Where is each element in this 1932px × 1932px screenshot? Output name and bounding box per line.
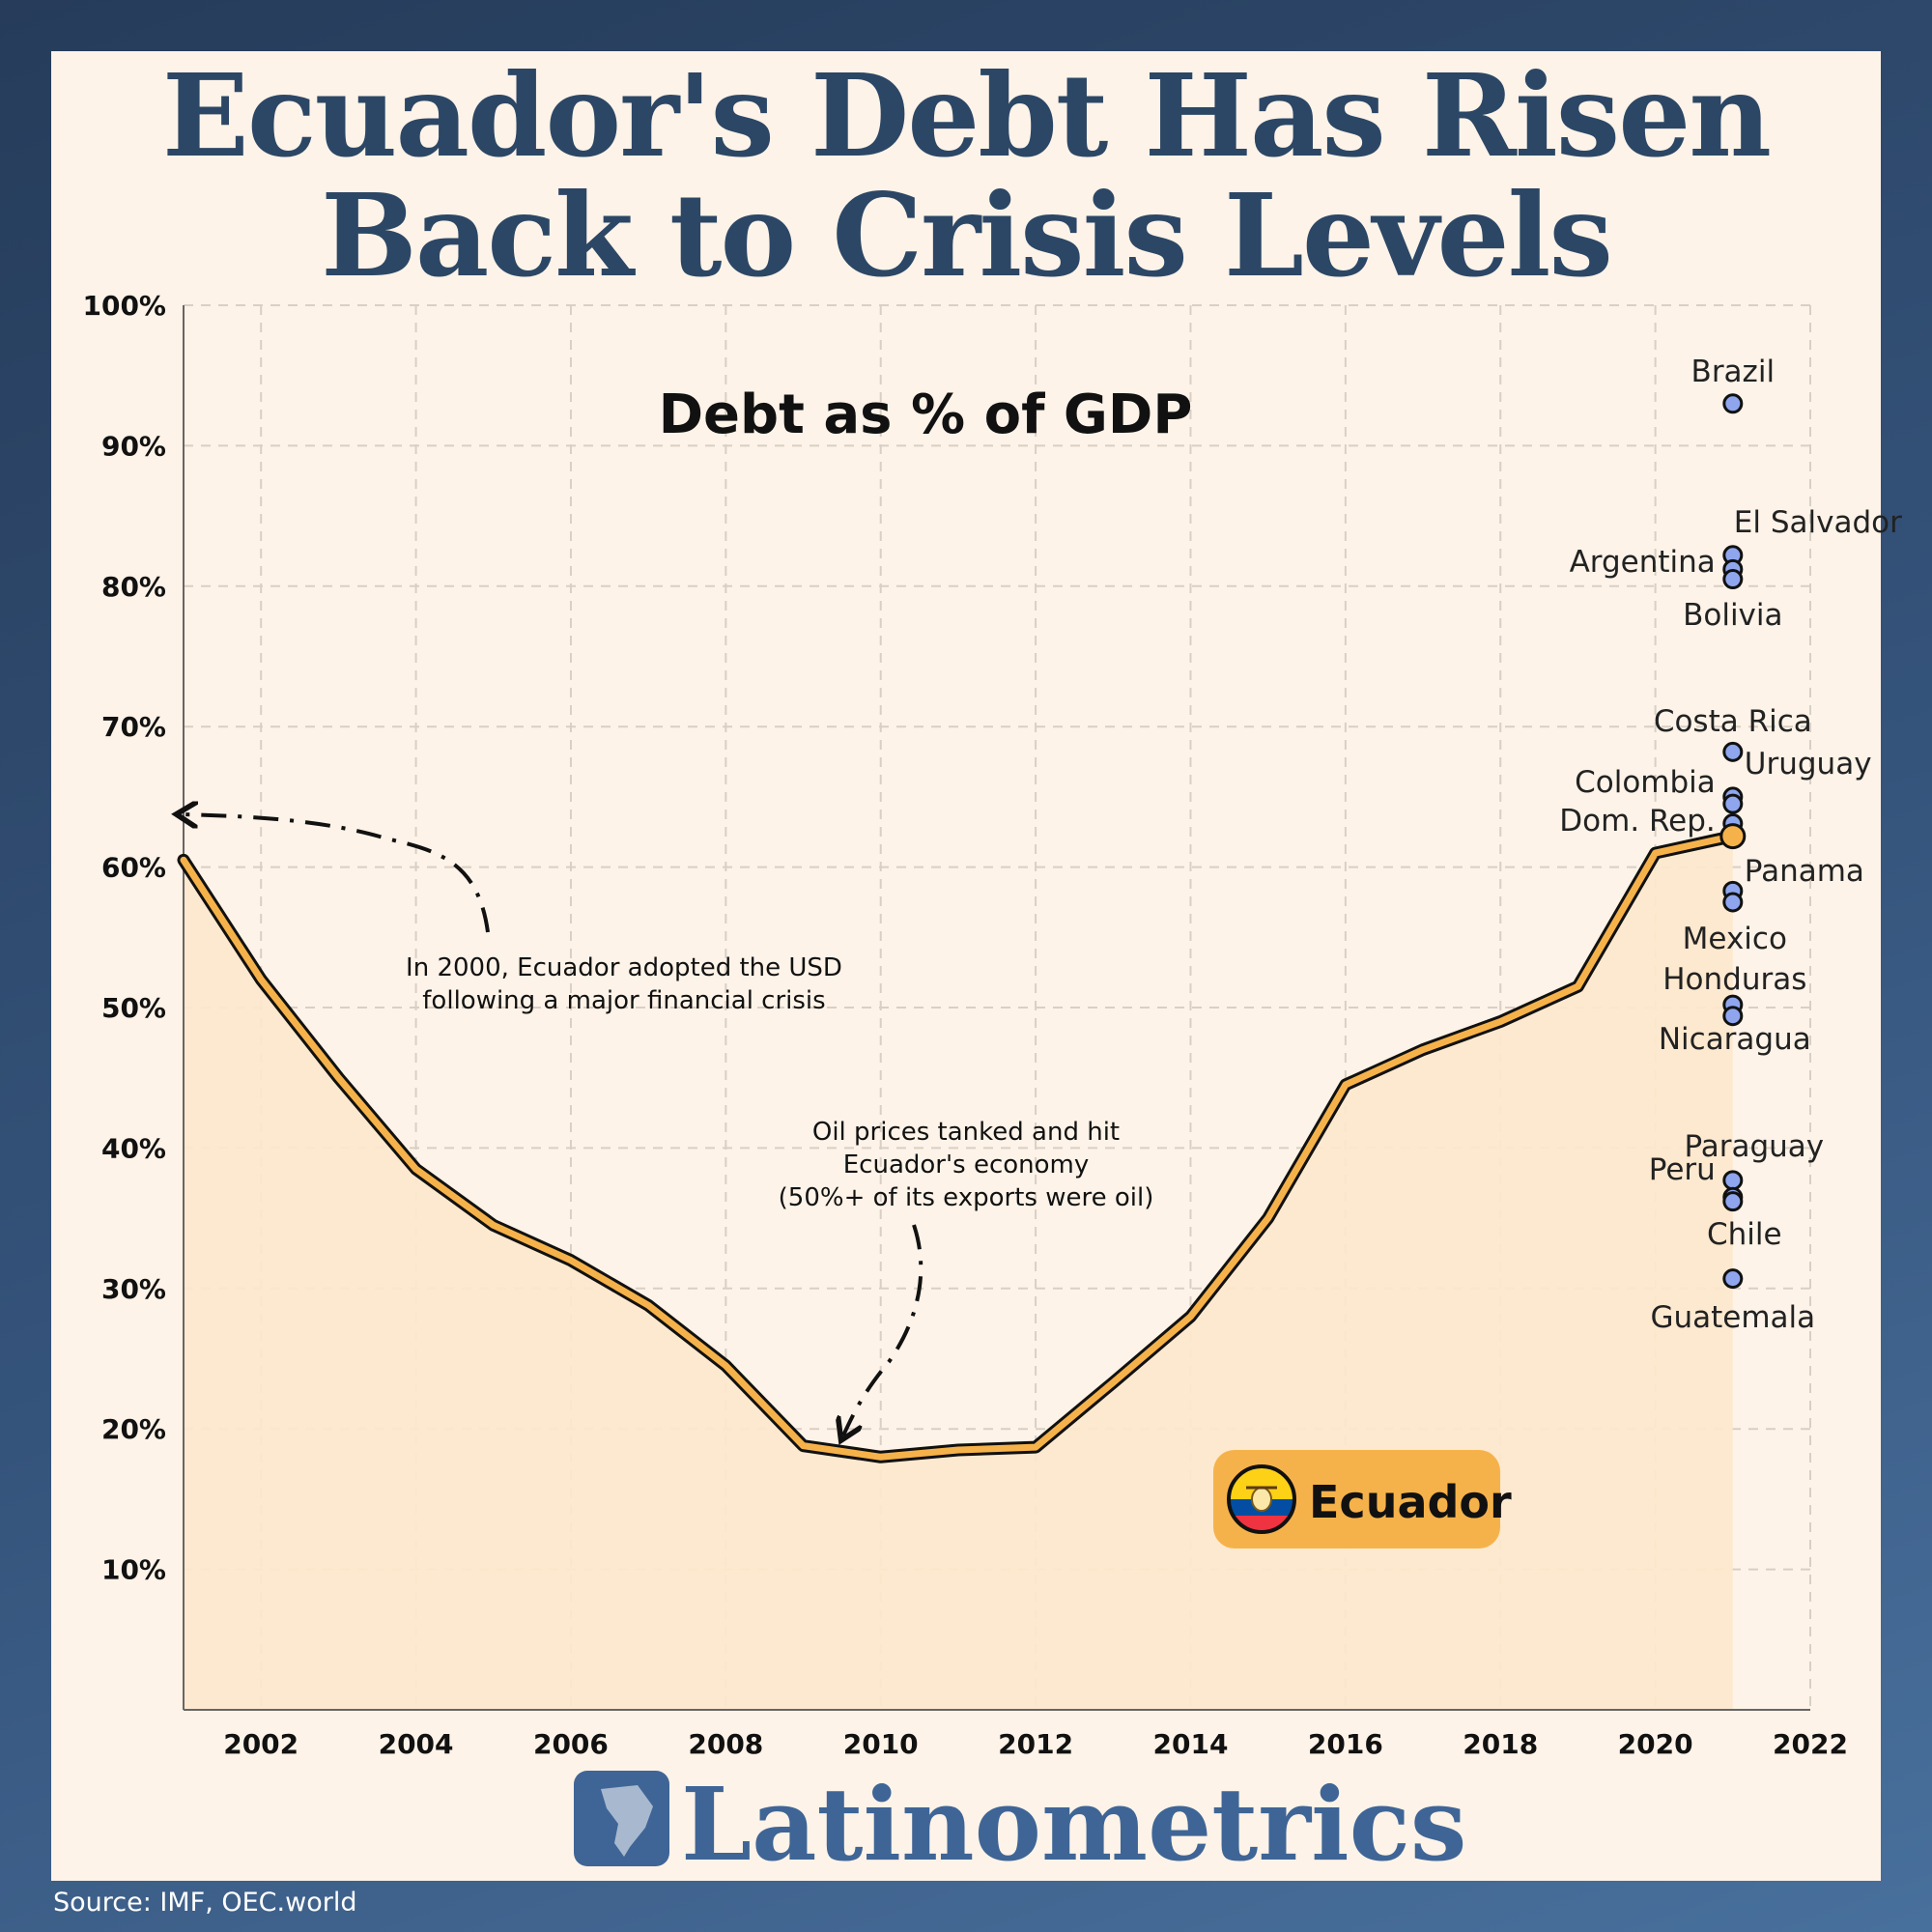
annotation-oil: Oil prices tanked and hit Ecuador's econ… <box>779 1118 1154 1435</box>
label-panama: Panama <box>1745 854 1864 889</box>
ecuador-line <box>180 833 1737 1461</box>
x-tick-label: 2008 <box>688 1728 763 1760</box>
label-chile: Chile <box>1707 1217 1782 1252</box>
brand-logo: Latinometrics <box>574 1765 1466 1884</box>
y-tick-label: 60% <box>101 852 166 884</box>
label-nicaragua: Nicaragua <box>1659 1022 1811 1057</box>
label-paraguay: Paraguay <box>1684 1129 1824 1164</box>
title-line-1: Ecuador's Debt Has Risen <box>161 48 1772 183</box>
y-tick-label: 80% <box>101 571 166 603</box>
point-mexico <box>1722 892 1744 913</box>
y-tick-label: 90% <box>101 430 166 462</box>
label-colombia: Colombia <box>1575 765 1716 800</box>
ecuador-flag-icon <box>1227 1464 1296 1534</box>
line-layer <box>177 830 1740 1463</box>
x-tick-label: 2006 <box>533 1728 609 1760</box>
y-tick-label: 30% <box>101 1273 166 1305</box>
annotation-oil-line-2: Ecuador's economy <box>843 1151 1090 1179</box>
label-peru: Peru <box>1649 1152 1716 1187</box>
annotation-usd-line-2: following a major financial crisis <box>422 986 825 1015</box>
axes <box>183 305 1810 1711</box>
y-tick-label: 10% <box>101 1554 166 1586</box>
label-mexico: Mexico <box>1683 922 1787 956</box>
label-honduras: Honduras <box>1662 962 1806 997</box>
y-tick-label: 20% <box>101 1413 166 1445</box>
point-chile <box>1722 1191 1744 1212</box>
point-nicaragua <box>1722 1006 1744 1027</box>
annotation-oil-line-1: Oil prices tanked and hit <box>812 1118 1120 1147</box>
x-tick-label: 2012 <box>998 1728 1073 1760</box>
label-bolivia: Bolivia <box>1683 598 1782 633</box>
point-paraguay <box>1722 1170 1744 1191</box>
x-tick-label: 2004 <box>379 1728 454 1760</box>
point-brazil <box>1722 393 1744 414</box>
legend-ecuador-badge: Ecuador <box>1213 1450 1512 1548</box>
source-note: Source: IMF, OEC.world <box>53 1888 357 1918</box>
label-el-salvador: El Salvador <box>1734 505 1902 540</box>
x-tick-label: 2002 <box>223 1728 298 1760</box>
annotation-usd-arrow <box>182 814 490 933</box>
point-guatemala <box>1722 1268 1744 1290</box>
label-guatemala: Guatemala <box>1650 1300 1815 1335</box>
point-colombia <box>1722 793 1744 814</box>
point-ecuador <box>1719 823 1747 850</box>
label-dom-rep: Dom. Rep. <box>1559 804 1716 838</box>
x-tick-label: 2016 <box>1308 1728 1383 1760</box>
chart-subtitle: Debt as % of GDP <box>659 384 1193 446</box>
legend-label: Ecuador <box>1309 1476 1512 1528</box>
x-tick-label: 2020 <box>1618 1728 1693 1760</box>
label-costa-rica: Costa Rica <box>1654 704 1812 739</box>
comparison-points: Brazil El Salvador Argentina Bolivia Costa R… <box>1559 355 1902 1335</box>
point-costa-rica <box>1722 741 1744 762</box>
x-tick-label: 2014 <box>1153 1728 1229 1760</box>
latin-america-map-icon <box>601 1785 653 1857</box>
annotation-oil-arrow <box>843 1224 923 1435</box>
y-tick-label: 40% <box>101 1132 166 1164</box>
annotation-usd-line-1: In 2000, Ecuador adopted the USD <box>406 953 842 982</box>
point-bolivia <box>1722 569 1744 590</box>
label-argentina: Argentina <box>1570 545 1716 580</box>
y-tick-label: 50% <box>101 992 166 1024</box>
label-uruguay: Uruguay <box>1745 747 1872 781</box>
tick-labels: 10% 20% 30% 40% 50% 60% 70% 80% 90% 100% 2002 2004 2… <box>82 290 1847 1760</box>
y-tick-label: 70% <box>101 711 166 743</box>
annotation-usd: In 2000, Ecuador adopted the USD followi… <box>182 814 842 1015</box>
x-tick-label: 2010 <box>843 1728 919 1760</box>
x-tick-label: 2022 <box>1773 1728 1848 1760</box>
brand-name: Latinometrics <box>681 1765 1466 1884</box>
y-tick-label: 100% <box>82 290 166 322</box>
label-brazil: Brazil <box>1691 355 1776 389</box>
annotation-oil-line-3: (50%+ of its exports were oil) <box>779 1183 1154 1212</box>
page-title: Ecuador's Debt Has Risen Back to Crisis … <box>51 56 1881 296</box>
x-tick-label: 2018 <box>1463 1728 1538 1760</box>
title-line-2: Back to Crisis Levels <box>321 168 1613 302</box>
